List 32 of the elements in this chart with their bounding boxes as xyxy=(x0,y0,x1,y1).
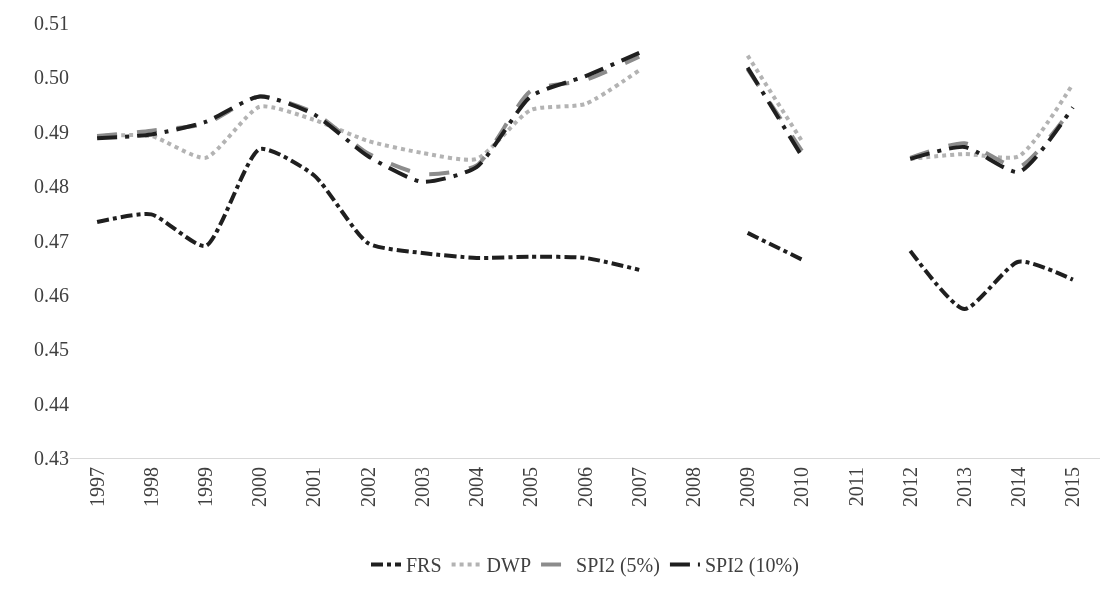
x-tick-label: 1997 xyxy=(85,467,108,507)
x-tick-label: 2008 xyxy=(681,467,704,507)
x-tick-label: 2012 xyxy=(898,467,921,507)
legend-label: SPI2 (5%) xyxy=(576,554,660,578)
y-tick-label: 0.50 xyxy=(34,66,69,89)
x-tick-label: 2010 xyxy=(790,467,813,507)
y-tick-label: 0.43 xyxy=(34,447,69,469)
x-tick-label: 2003 xyxy=(410,467,433,507)
x-tick-label: 2015 xyxy=(1061,467,1084,507)
x-tick-label: 2013 xyxy=(952,467,975,507)
x-tick-label: 2011 xyxy=(844,467,867,507)
x-tick-label: 2000 xyxy=(248,467,271,507)
y-tick-label: 0.46 xyxy=(34,283,69,306)
y-tick-label: 0.47 xyxy=(34,229,69,252)
x-tick-label: 2014 xyxy=(1007,467,1030,507)
x-tick-label: 1998 xyxy=(139,467,162,507)
x-tick-label: 2001 xyxy=(302,467,325,507)
y-tick-label: 0.45 xyxy=(34,338,69,361)
x-tick-label: 2004 xyxy=(465,467,488,507)
legend-label: SPI2 (10%) xyxy=(704,554,799,578)
y-tick-label: 0.44 xyxy=(34,392,69,415)
legend-label: FRS xyxy=(406,554,442,577)
x-tick-label: 1999 xyxy=(194,467,217,507)
y-tick-label: 0.48 xyxy=(34,175,69,198)
x-tick-label: 2007 xyxy=(627,467,650,507)
x-tick-label: 2005 xyxy=(519,467,542,507)
x-tick-label: 2006 xyxy=(573,467,596,507)
y-tick-label: 0.49 xyxy=(34,120,69,143)
x-tick-label: 2002 xyxy=(356,467,379,507)
x-tick-label: 2009 xyxy=(736,467,759,507)
legend-label: DWP xyxy=(486,554,532,577)
y-tick-label: 0.51 xyxy=(34,12,69,34)
